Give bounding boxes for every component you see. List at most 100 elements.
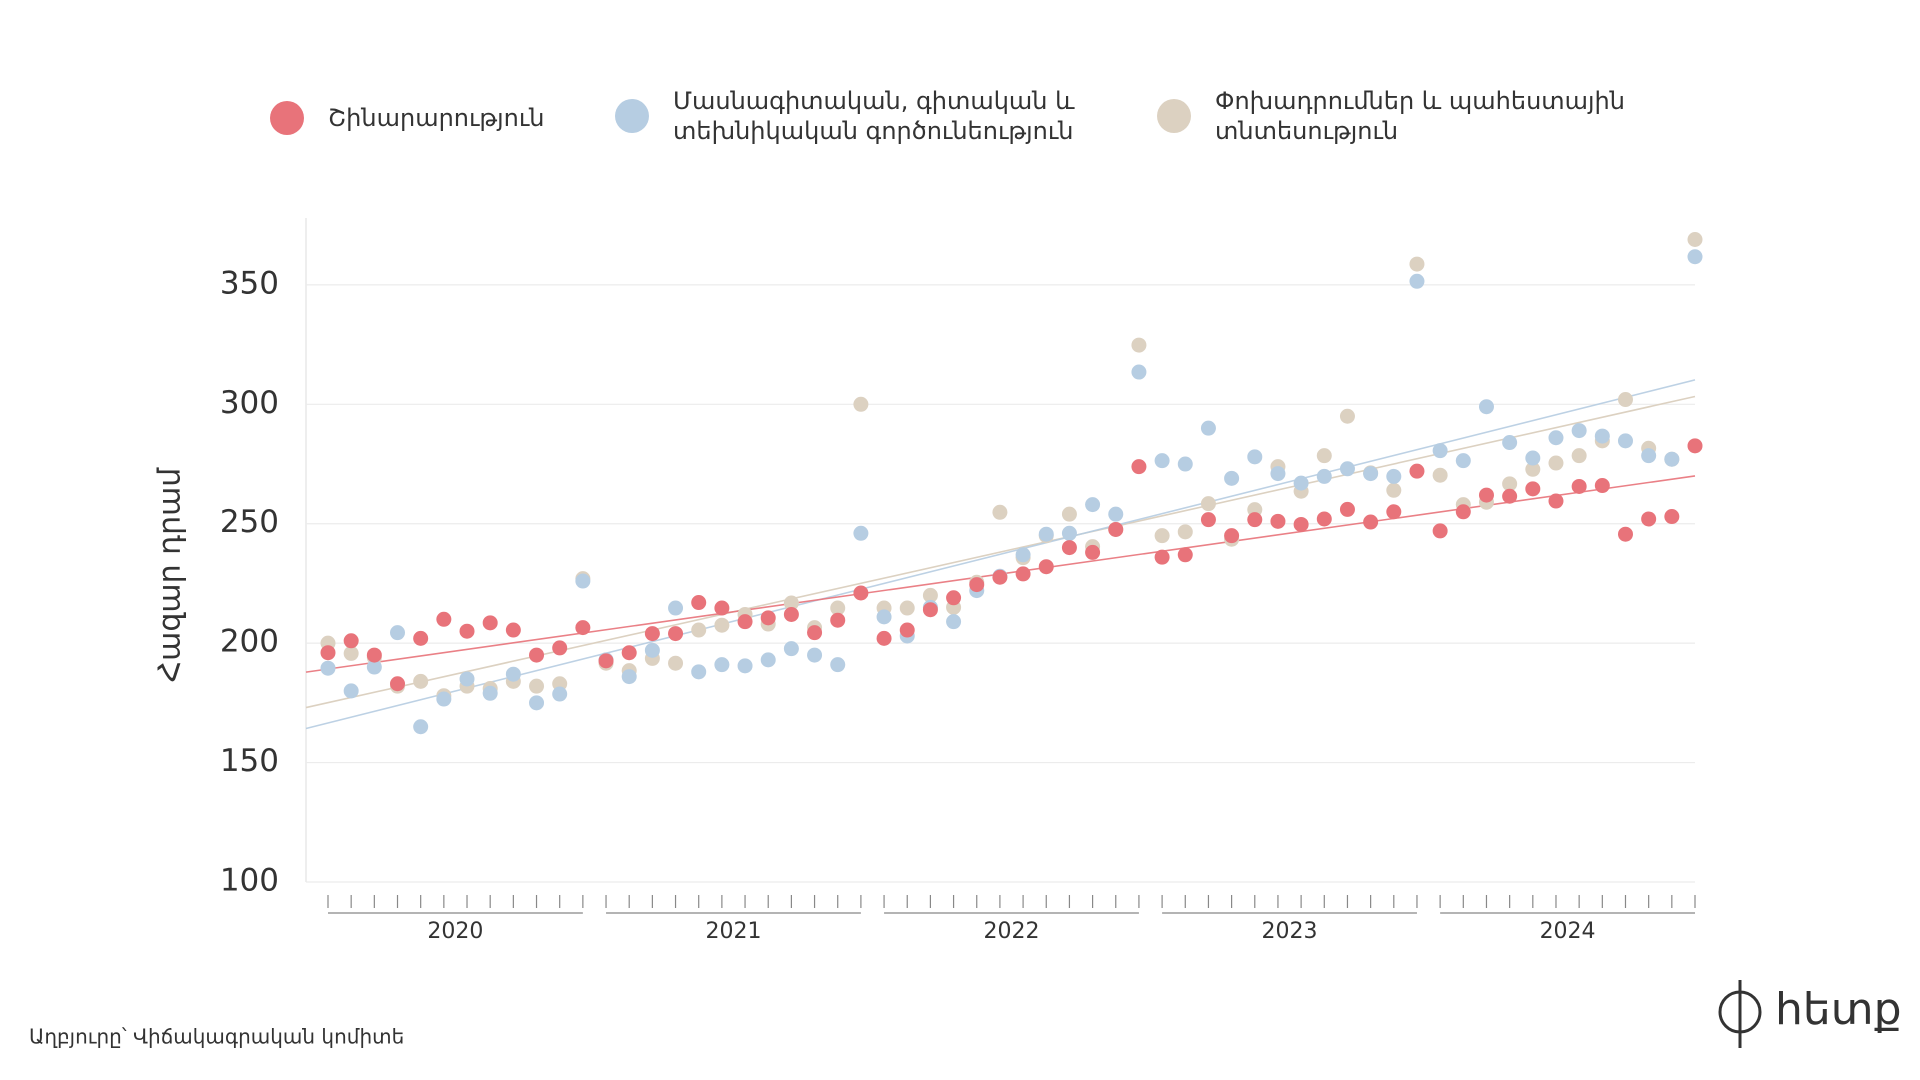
point — [1247, 512, 1263, 528]
point — [1316, 468, 1332, 484]
point — [459, 671, 475, 687]
point — [390, 676, 406, 692]
point — [830, 657, 846, 673]
point — [1617, 433, 1633, 449]
point — [1525, 450, 1541, 466]
point — [1270, 466, 1286, 482]
point — [1131, 459, 1147, 475]
point — [436, 691, 452, 707]
point — [853, 585, 869, 601]
point — [691, 622, 707, 638]
point — [1432, 443, 1448, 459]
point — [876, 630, 892, 646]
point — [807, 647, 823, 663]
point — [1177, 524, 1193, 540]
point — [366, 659, 382, 675]
point — [783, 595, 799, 611]
point — [853, 396, 869, 412]
x-group-label: 2022 — [984, 919, 1040, 944]
point — [1131, 364, 1147, 380]
point — [621, 645, 637, 661]
point — [1038, 559, 1054, 575]
point — [1548, 455, 1564, 471]
source: Աղբյուրը՝ Վիճակագրական կոմիտե — [29, 1025, 404, 1049]
point — [922, 587, 938, 603]
point — [552, 686, 568, 702]
point — [1061, 525, 1077, 541]
legend-item: Մասնագիտական, գիտական և տեխնիկական գործո… — [615, 86, 1123, 146]
y-axis-label: Հազար դրամ — [153, 467, 188, 683]
point — [1455, 453, 1471, 469]
x-group-label: 2021 — [705, 919, 761, 944]
x-group-label: 2024 — [1540, 919, 1596, 944]
point — [575, 573, 591, 589]
point — [320, 645, 336, 661]
point — [1409, 463, 1425, 479]
point — [1617, 392, 1633, 408]
point — [1154, 453, 1170, 469]
point — [783, 606, 799, 622]
point — [876, 609, 892, 625]
logo-text: հետք — [1775, 984, 1902, 1035]
point — [1409, 273, 1425, 289]
point — [1687, 249, 1703, 265]
point — [552, 640, 568, 656]
point — [853, 525, 869, 541]
point — [644, 642, 660, 658]
point — [899, 622, 915, 638]
point — [1478, 487, 1494, 503]
point — [505, 666, 521, 682]
point — [459, 623, 475, 639]
x-group-label: 2023 — [1262, 919, 1318, 944]
y-tick-label: 250 — [220, 504, 279, 540]
legend-swatch — [615, 99, 649, 133]
y-tick-label: 150 — [220, 743, 279, 779]
point — [783, 641, 799, 657]
point — [366, 647, 382, 663]
point — [1224, 528, 1240, 544]
point — [413, 630, 429, 646]
point — [529, 678, 545, 694]
point — [1316, 511, 1332, 527]
point — [413, 719, 429, 735]
point — [1270, 513, 1286, 529]
legend-swatch — [270, 101, 304, 135]
point — [1085, 544, 1101, 560]
point — [343, 645, 359, 661]
point — [1293, 475, 1309, 491]
point — [1131, 337, 1147, 353]
point — [946, 590, 962, 606]
legend-label: Շինարարություն — [328, 104, 545, 132]
point — [760, 652, 776, 668]
point — [1525, 481, 1541, 497]
point — [1594, 428, 1610, 444]
point — [1015, 566, 1031, 582]
point — [899, 600, 915, 616]
point — [668, 626, 684, 642]
point — [691, 595, 707, 611]
point — [1502, 476, 1518, 492]
point — [714, 657, 730, 673]
legend-label: Մասնագիտական, գիտական և տեխնիկական գործո… — [673, 87, 1075, 145]
point — [1594, 478, 1610, 494]
point — [529, 647, 545, 663]
trend-line — [305, 379, 1696, 730]
point — [1409, 256, 1425, 272]
point — [320, 660, 336, 676]
point — [1038, 526, 1054, 542]
point — [1154, 549, 1170, 565]
point — [1200, 512, 1216, 528]
point — [343, 683, 359, 699]
legend-item: Շինարարություն — [270, 101, 588, 135]
point — [1339, 501, 1355, 517]
point — [807, 625, 823, 641]
point — [1177, 456, 1193, 472]
point — [830, 612, 846, 628]
logo: հետք — [1718, 980, 1902, 1048]
point — [1293, 516, 1309, 532]
point — [922, 602, 938, 618]
point — [668, 655, 684, 671]
point — [1687, 231, 1703, 247]
point — [1224, 470, 1240, 486]
